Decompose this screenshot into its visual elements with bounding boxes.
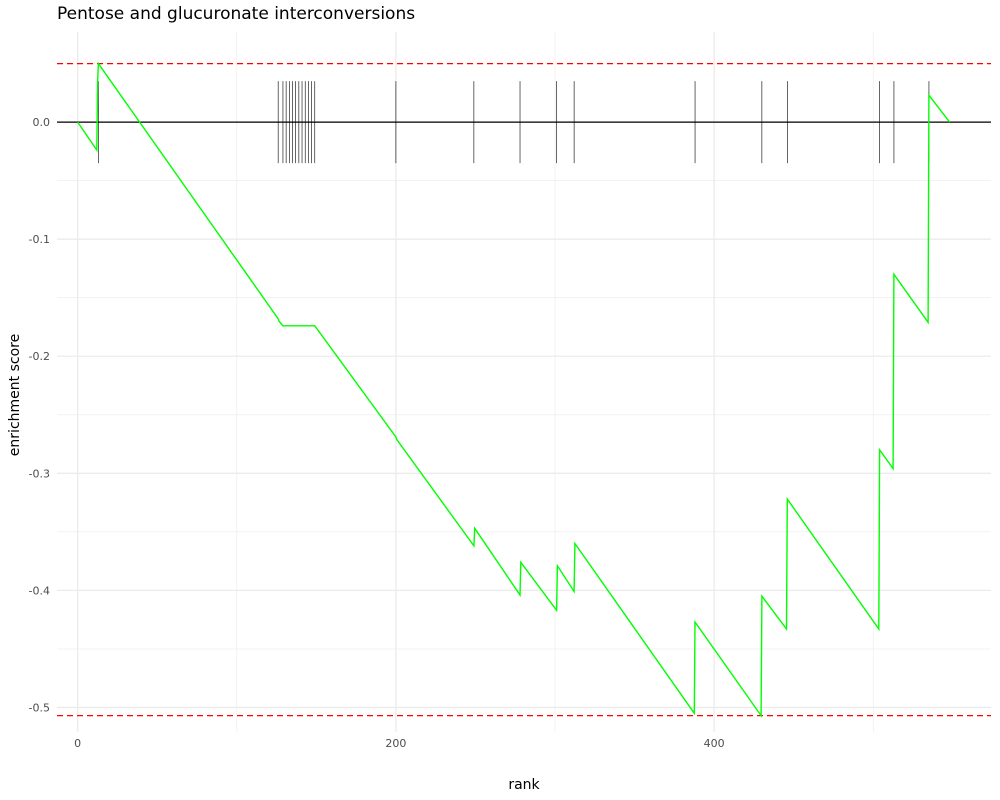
y-tick-label: 0.0: [33, 116, 51, 129]
grid-lines: [57, 32, 991, 732]
y-tick-labels: 0.0 -0.1 -0.2 -0.3 -0.4 -0.5: [29, 116, 50, 714]
y-axis-label: enrichment score: [7, 334, 23, 456]
y-tick-label: -0.5: [29, 701, 50, 714]
enrichment-line: [77, 61, 951, 718]
x-tick-label: 200: [385, 737, 406, 750]
y-tick-label: -0.4: [29, 584, 50, 597]
y-tick-label: -0.3: [29, 467, 50, 480]
x-tick-label: 0: [74, 737, 81, 750]
x-tick-labels: 0 200 400: [74, 737, 724, 750]
x-axis-label: rank: [508, 777, 540, 793]
reference-lines: [57, 63, 991, 717]
y-tick-label: -0.1: [29, 233, 50, 246]
chart-title: Pentose and glucuronate interconversions: [57, 4, 416, 24]
y-tick-label: -0.2: [29, 350, 50, 363]
x-tick-label: 400: [704, 737, 725, 750]
enrichment-curve: [77, 61, 951, 718]
